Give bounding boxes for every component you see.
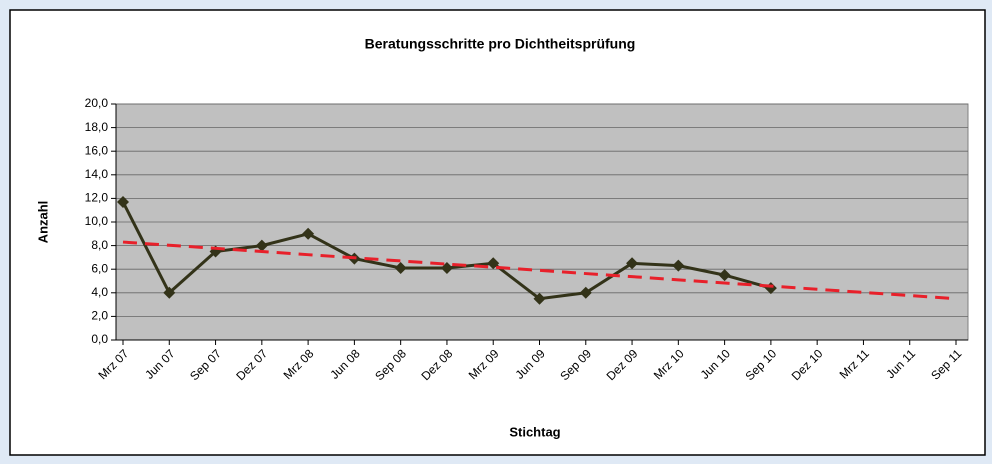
data-point (117, 195, 129, 208)
y-tick-label: 18,0 (85, 120, 109, 134)
data-point (626, 257, 639, 270)
data-point (672, 259, 685, 272)
y-tick-label: 6,0 (91, 261, 108, 275)
data-point (163, 286, 176, 299)
chart-title: Beratungsschritte pro Dichtheitsprüfung (365, 36, 636, 52)
data-point (394, 262, 407, 275)
data-point (255, 239, 268, 252)
y-tick-label: 20,0 (85, 96, 109, 110)
y-tick-label: 8,0 (91, 238, 108, 252)
y-tick-label: 0,0 (91, 332, 108, 346)
data-point (718, 269, 731, 282)
y-tick-label: 2,0 (91, 309, 108, 323)
y-tick-label: 16,0 (85, 143, 109, 157)
trend-line (122, 240, 957, 301)
y-tick-label: 14,0 (85, 167, 109, 181)
data-point (579, 286, 592, 299)
data-point (533, 292, 546, 305)
y-axis-title: Anzahl (35, 201, 50, 244)
data-point (302, 227, 315, 240)
y-tick-label: 12,0 (85, 191, 109, 205)
x-axis-title: Stichtag (509, 424, 560, 439)
y-tick-label: 4,0 (91, 285, 108, 299)
y-tick-label: 10,0 (85, 214, 109, 228)
